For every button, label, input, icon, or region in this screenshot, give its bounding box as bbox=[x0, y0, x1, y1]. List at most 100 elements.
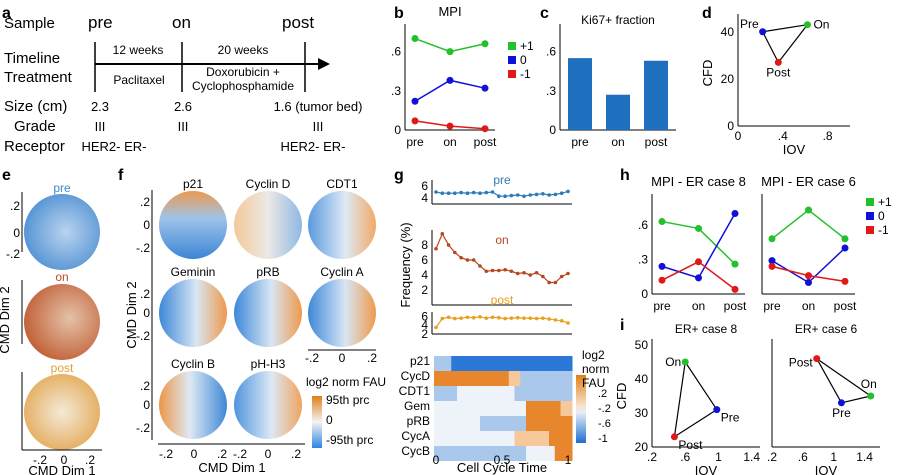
heatmap-cell bbox=[549, 386, 556, 401]
g-point-post bbox=[515, 315, 520, 320]
g-point-on bbox=[497, 268, 501, 273]
panel-letter-b: b bbox=[394, 5, 404, 22]
heatmap-cell bbox=[468, 431, 475, 446]
f-xtick-5: 0 bbox=[265, 447, 272, 461]
heatmap-cell bbox=[520, 371, 527, 386]
timeline-12-weeks: 12 weeks bbox=[113, 43, 164, 57]
d-label-on: On bbox=[813, 18, 829, 32]
timeline-arrowhead bbox=[318, 58, 330, 70]
heatmap-cell bbox=[485, 416, 492, 431]
heatmap-cell bbox=[554, 371, 561, 386]
heatmap-cell bbox=[503, 371, 510, 386]
g-point-on bbox=[465, 258, 470, 262]
i2-label-pre: Pre bbox=[832, 406, 851, 420]
heatmap-cell bbox=[526, 416, 533, 431]
b-legend-swatch-+1 bbox=[508, 42, 516, 50]
g-point-pre bbox=[465, 191, 470, 195]
f-map-p21 bbox=[159, 191, 227, 259]
c-ytick: .6 bbox=[546, 45, 556, 59]
h2-point-+1-on bbox=[805, 206, 812, 214]
heatmap-cell bbox=[520, 446, 527, 461]
heatmap-cell bbox=[451, 446, 458, 461]
i2-point-pre bbox=[837, 399, 845, 407]
heatmap-cell bbox=[508, 371, 515, 386]
sample-pre: pre bbox=[88, 13, 113, 32]
g-cb-tick-2: -.2 bbox=[598, 403, 611, 415]
heatmap-cell bbox=[543, 386, 550, 401]
row-label-grade: Grade bbox=[14, 118, 56, 135]
heatmap-cell bbox=[445, 371, 452, 386]
heatmap-cell bbox=[434, 431, 441, 446]
c-bar-on bbox=[606, 94, 630, 130]
c-ytick: 0 bbox=[549, 123, 556, 137]
heatmap-cell bbox=[560, 416, 567, 431]
f-colorbar bbox=[312, 396, 322, 448]
b-xtick-post: post bbox=[474, 135, 497, 149]
g-cb-title-2: norm bbox=[582, 362, 609, 376]
heatmap-cell bbox=[439, 371, 446, 386]
heatmap-cell bbox=[549, 371, 556, 386]
heatmap-cell bbox=[474, 431, 481, 446]
i1-ytick: 50 bbox=[635, 338, 649, 352]
b-point-0-post bbox=[481, 84, 489, 92]
g-post-ytick: 2 bbox=[421, 327, 428, 341]
heatmap-cell bbox=[543, 401, 550, 416]
h2-legend-label-+1: +1 bbox=[878, 195, 892, 209]
b-point-+1-pre bbox=[411, 35, 419, 43]
e-xtick-2: 0 bbox=[61, 453, 68, 467]
g-point-pre bbox=[553, 192, 558, 197]
b-point--1-post bbox=[481, 125, 489, 133]
heatmap-cell bbox=[537, 386, 544, 401]
g-point-on bbox=[541, 274, 545, 279]
sample-on: on bbox=[172, 13, 191, 32]
d-xtick: 0 bbox=[735, 129, 742, 143]
g-point-pre bbox=[446, 191, 451, 195]
h2-title: MPI - ER case 6 bbox=[761, 174, 856, 189]
heatmap-cell bbox=[520, 416, 527, 431]
timeline-20-weeks: 20 weeks bbox=[218, 43, 269, 57]
d-xtick: .8 bbox=[823, 129, 833, 143]
b-legend-label-0: 0 bbox=[520, 53, 527, 67]
heatmap-cell bbox=[554, 386, 561, 401]
panel-letter-f: f bbox=[118, 167, 124, 184]
g-cb-title-1: log2 bbox=[582, 348, 605, 362]
heatmap-cell bbox=[508, 401, 515, 416]
f-legend-bottom: -95th prc bbox=[326, 433, 373, 447]
e-embedding-post bbox=[24, 374, 100, 450]
g-xtick-0.5: 0.5 bbox=[494, 453, 511, 467]
heatmap-cell bbox=[462, 431, 469, 446]
heatmap-cell bbox=[462, 416, 469, 431]
heatmap-cell bbox=[474, 446, 481, 461]
f-ytick-5: 0 bbox=[143, 306, 150, 320]
heatmap-cell bbox=[520, 356, 527, 371]
h2-point--1-on bbox=[805, 272, 812, 280]
h1-point-+1-pre bbox=[658, 218, 666, 226]
heatmap-cell bbox=[445, 356, 452, 371]
h2-xtick-pre: pre bbox=[763, 299, 781, 313]
h1-point-0-post bbox=[731, 210, 739, 217]
b-title: MPI bbox=[438, 4, 461, 19]
heatmap-cell bbox=[457, 446, 464, 461]
f-legend-top: 95th prc bbox=[326, 393, 369, 407]
heatmap-cell bbox=[485, 401, 492, 416]
g-cb-tick-4: -1 bbox=[598, 433, 608, 445]
heatmap-cell bbox=[474, 356, 481, 371]
heatmap-cell bbox=[514, 401, 521, 416]
d-label-post: Post bbox=[766, 65, 791, 79]
e-ylabel: CMD Dim 2 bbox=[0, 286, 12, 353]
heatmap-cell bbox=[566, 371, 573, 386]
heatmap-cell bbox=[434, 416, 441, 431]
i1-label-pre: Pre bbox=[721, 411, 740, 425]
g-point-on bbox=[490, 268, 495, 273]
g-point-pre bbox=[509, 193, 514, 198]
d-point-pre bbox=[759, 28, 767, 36]
heatmap-cell bbox=[531, 371, 538, 386]
heatmap-cell bbox=[543, 356, 550, 371]
row-label-sample: Sample bbox=[4, 15, 55, 32]
heatmap-cell bbox=[554, 431, 561, 446]
heatmap-cell bbox=[514, 371, 521, 386]
size-post: 1.6 (tumor bed) bbox=[274, 99, 363, 114]
panel-g: Frequency (%) Cell Cycle Time p21 CycD C… bbox=[398, 222, 611, 475]
heatmap-cell bbox=[531, 386, 538, 401]
heatmap-cell bbox=[537, 401, 544, 416]
